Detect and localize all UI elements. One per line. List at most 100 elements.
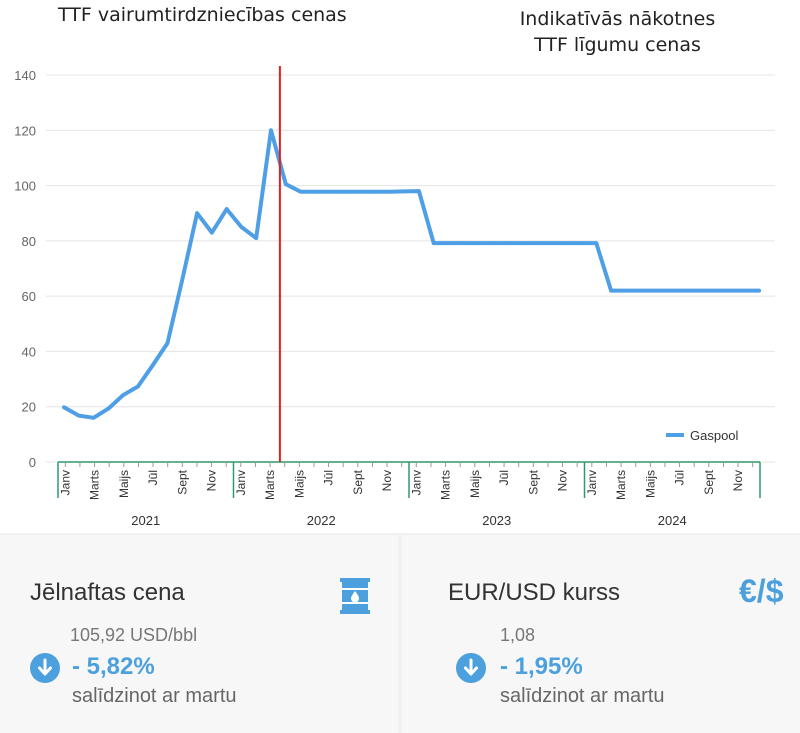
data-point	[579, 241, 584, 245]
month-label: Janv	[585, 470, 599, 495]
y-tick-label: 100	[14, 179, 36, 194]
data-point	[698, 288, 702, 293]
month-label: Nov	[380, 470, 394, 491]
oil-price-value: 105,92 USD/bbl	[70, 625, 198, 645]
y-tick-label: 60	[22, 289, 36, 304]
month-label: Janv	[58, 470, 72, 495]
data-point	[712, 288, 717, 293]
data-point	[461, 241, 466, 245]
month-label: Sept	[526, 469, 540, 494]
data-point	[195, 211, 199, 216]
data-point	[431, 241, 436, 245]
data-point	[387, 189, 392, 194]
y-tick-label: 0	[29, 455, 36, 470]
data-point	[446, 241, 451, 245]
data-point	[727, 288, 732, 293]
data-point	[165, 341, 170, 345]
month-label: Maijs	[117, 470, 131, 498]
euro-dollar-icon: €/$	[739, 573, 784, 609]
legend-label: Gaspool	[690, 428, 739, 443]
year-label: 2023	[482, 513, 511, 528]
data-point	[136, 384, 140, 389]
data-point	[180, 277, 185, 282]
data-point	[624, 288, 628, 293]
data-point	[269, 128, 273, 133]
month-label: Nov	[205, 470, 219, 491]
chart-title-left: TTF vairumtirdzniecības cenas	[58, 4, 347, 26]
month-label: Marts	[439, 470, 453, 500]
y-tick-label: 40	[22, 344, 36, 359]
oil-comparison-text: salīdzinot ar martu	[72, 685, 237, 707]
data-point	[254, 236, 259, 240]
data-point	[62, 405, 66, 410]
series-line-gaspool	[62, 128, 761, 420]
month-label: Nov	[731, 470, 745, 491]
month-label: Maijs	[292, 470, 306, 498]
data-point	[683, 288, 687, 293]
indicator-cards: Jēlnaftas cena 105,92 USD/bbl - 5,82% sa…	[0, 533, 800, 733]
month-label: Marts	[614, 470, 628, 500]
data-point	[210, 230, 214, 235]
month-label: Sept	[351, 469, 365, 494]
data-point	[564, 241, 569, 245]
data-point	[535, 241, 539, 245]
data-point	[476, 241, 480, 245]
data-point	[742, 288, 747, 293]
data-point	[106, 406, 111, 411]
data-point	[653, 288, 658, 293]
data-point	[76, 413, 81, 418]
price-chart: 0 20 40 60 80 100 120 140 Janv Marts Maijs Jūl Sept N…	[14, 66, 775, 528]
year-label: 2022	[307, 513, 336, 528]
y-tick-label: 140	[14, 68, 36, 83]
chart-title-right-line1: Indikatīvās nākotnes	[519, 8, 716, 30]
y-tick-label: 120	[14, 123, 36, 138]
arrow-down-icon	[456, 653, 486, 683]
arrow-down-icon	[30, 653, 60, 683]
eurusd-change: - 1,95%	[500, 653, 583, 680]
data-point	[121, 393, 125, 397]
data-point	[343, 189, 347, 194]
chart-title-right: Indikatīvās nākotnes TTF līgumu cenas	[490, 6, 745, 58]
data-point	[668, 288, 673, 293]
data-point	[417, 189, 421, 193]
year-label: 2021	[131, 513, 160, 528]
data-point	[91, 415, 96, 420]
month-label: Janv	[234, 470, 248, 495]
year-label: 2024	[658, 513, 687, 528]
month-label: Jūl	[146, 470, 160, 485]
eurusd-comparison-text: salīdzinot ar martu	[500, 685, 665, 707]
month-label: Jūl	[673, 470, 687, 485]
data-point	[372, 189, 377, 194]
data-point	[402, 189, 406, 194]
data-point	[224, 207, 229, 211]
data-point	[150, 363, 155, 368]
month-label: Maijs	[468, 470, 482, 498]
y-tick-label: 80	[22, 234, 36, 249]
eurusd-card: EUR/USD kurss €/$ 1,08 - 1,95% salīdzino…	[402, 535, 800, 733]
month-label: Marts	[88, 470, 102, 500]
month-label: Nov	[556, 470, 570, 491]
data-point	[491, 241, 495, 245]
data-point	[505, 241, 510, 245]
data-point	[328, 189, 332, 194]
eurusd-value: 1,08	[500, 625, 536, 645]
y-tick-label: 20	[22, 400, 36, 415]
oil-barrel-icon	[340, 578, 370, 614]
data-point	[357, 189, 362, 194]
month-label: Sept	[702, 469, 716, 494]
month-label: Jūl	[322, 470, 336, 485]
data-point	[298, 189, 303, 194]
data-point	[757, 288, 761, 293]
data-point	[313, 189, 318, 194]
data-point	[284, 182, 288, 186]
eurusd-card-title: EUR/USD kurss	[448, 579, 621, 606]
chart-title-right-line2: TTF līgumu cenas	[534, 34, 701, 56]
data-point	[239, 225, 244, 229]
data-point	[609, 288, 613, 293]
oil-card-title: Jēlnaftas cena	[30, 579, 185, 606]
month-label: Jūl	[497, 470, 511, 485]
oil-price-change: - 5,82%	[72, 653, 155, 680]
data-point	[594, 241, 599, 245]
month-label: Marts	[263, 470, 277, 500]
month-label: Janv	[409, 470, 423, 495]
